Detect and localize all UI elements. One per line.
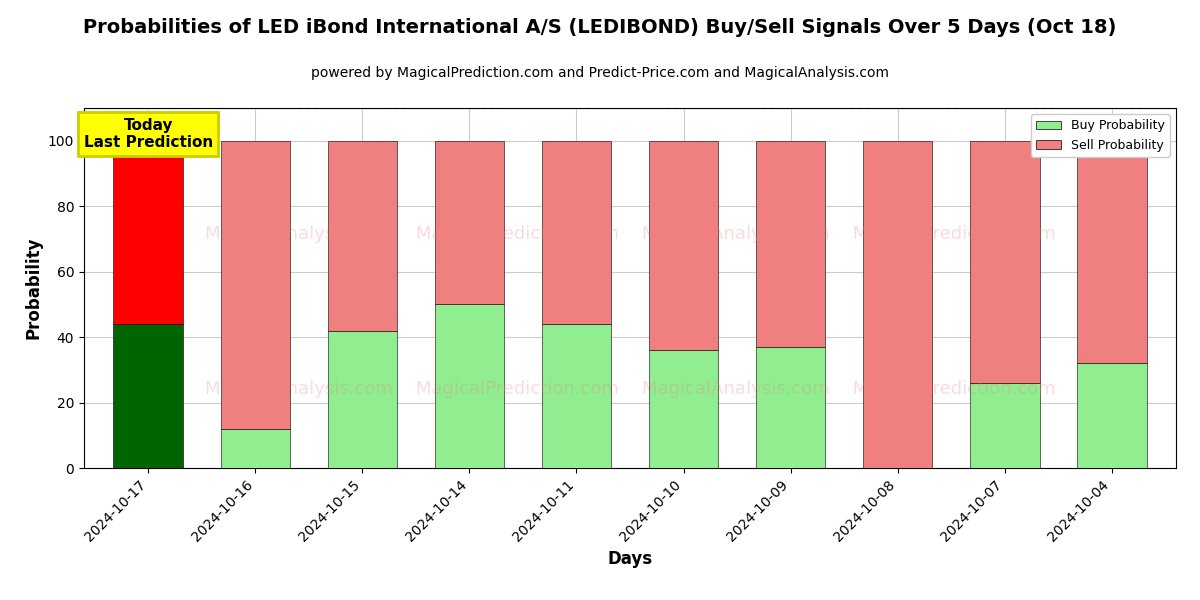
Bar — [114, 141, 184, 324]
Bar — [328, 141, 397, 331]
Bar — [756, 347, 826, 468]
Bar — [649, 141, 719, 350]
Bar — [1076, 363, 1146, 468]
Y-axis label: Probability: Probability — [24, 237, 42, 339]
Bar — [649, 350, 719, 468]
Text: MagicalAnalysis.com    MagicalPrediction.com    MagicalAnalysis.com    MagicalPr: MagicalAnalysis.com MagicalPrediction.co… — [205, 225, 1055, 243]
Bar — [541, 324, 611, 468]
Bar — [756, 141, 826, 347]
Text: MagicalAnalysis.com    MagicalPrediction.com    MagicalAnalysis.com    MagicalPr: MagicalAnalysis.com MagicalPrediction.co… — [205, 380, 1055, 398]
Bar — [970, 141, 1039, 383]
Bar — [541, 141, 611, 324]
Bar — [114, 324, 184, 468]
Text: Today
Last Prediction: Today Last Prediction — [84, 118, 212, 150]
Bar — [434, 304, 504, 468]
Text: Probabilities of LED iBond International A/S (LEDIBOND) Buy/Sell Signals Over 5 : Probabilities of LED iBond International… — [83, 18, 1117, 37]
Bar — [970, 383, 1039, 468]
Bar — [1076, 141, 1146, 363]
Bar — [863, 141, 932, 468]
Bar — [221, 429, 290, 468]
X-axis label: Days: Days — [607, 550, 653, 568]
Legend: Buy Probability, Sell Probability: Buy Probability, Sell Probability — [1031, 114, 1170, 157]
Bar — [434, 141, 504, 304]
Bar — [328, 331, 397, 468]
Bar — [221, 141, 290, 429]
Text: powered by MagicalPrediction.com and Predict-Price.com and MagicalAnalysis.com: powered by MagicalPrediction.com and Pre… — [311, 66, 889, 80]
